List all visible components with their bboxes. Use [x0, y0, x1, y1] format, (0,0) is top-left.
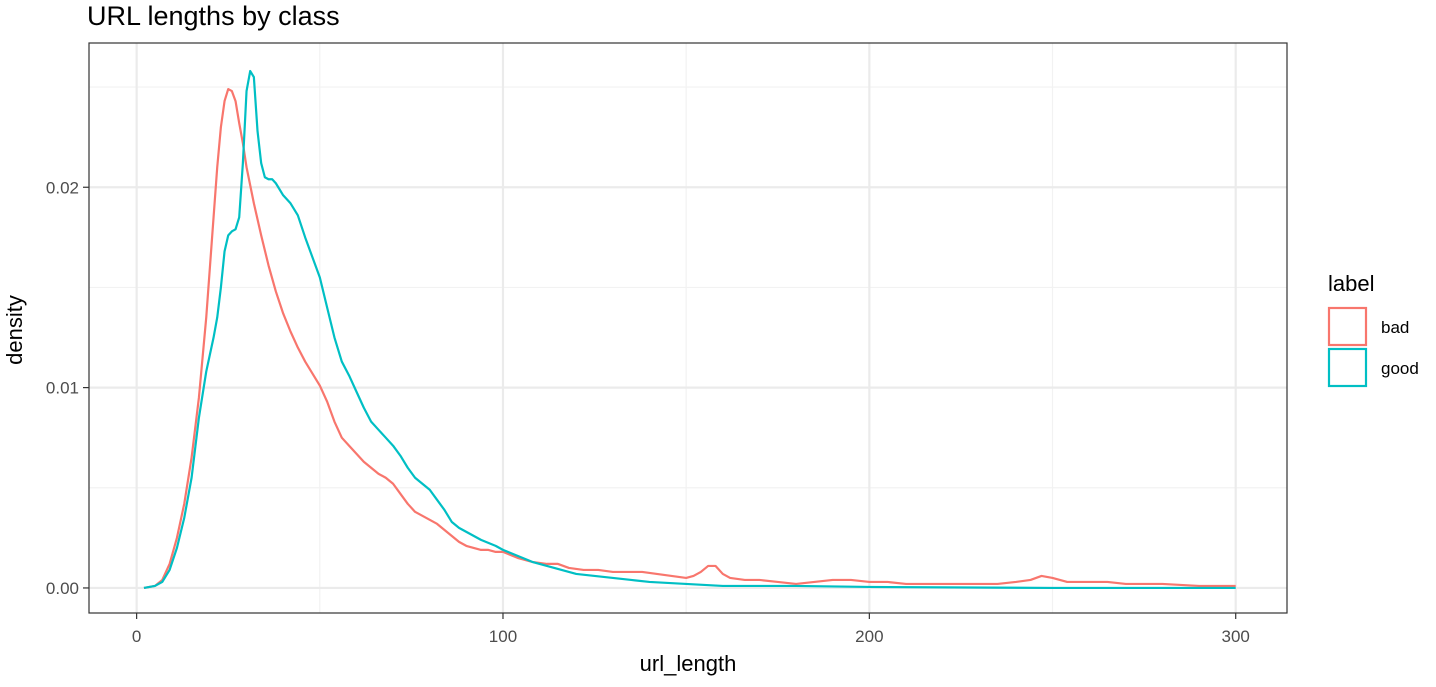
x-tick-label: 100 [489, 627, 517, 646]
legend-label-good: good [1381, 359, 1419, 378]
legend-label-bad: bad [1381, 318, 1409, 337]
y-tick-label: 0.00 [46, 579, 79, 598]
legend-key-good [1327, 347, 1368, 388]
y-tick-label: 0.02 [46, 178, 79, 197]
legend-title: label [1328, 271, 1374, 296]
y-tick-label: 0.01 [46, 379, 79, 398]
x-tick-label: 300 [1222, 627, 1250, 646]
chart-title: URL lengths by class [87, 1, 340, 31]
plot-panel-border [88, 42, 1288, 614]
x-tick-label: 200 [855, 627, 883, 646]
series-lines [143, 69, 1236, 590]
axes: 0 100 200 300 0.00 0.01 0.02 [46, 178, 1250, 646]
grid [89, 43, 1287, 613]
legend: label bad good [1327, 271, 1419, 388]
x-axis-title: url_length [640, 651, 737, 676]
x-tick-label: 0 [132, 627, 141, 646]
legend-key-bad [1327, 306, 1368, 347]
series-line-good [143, 69, 1236, 590]
y-axis-title: density [2, 295, 27, 365]
series-line-bad [143, 87, 1236, 590]
